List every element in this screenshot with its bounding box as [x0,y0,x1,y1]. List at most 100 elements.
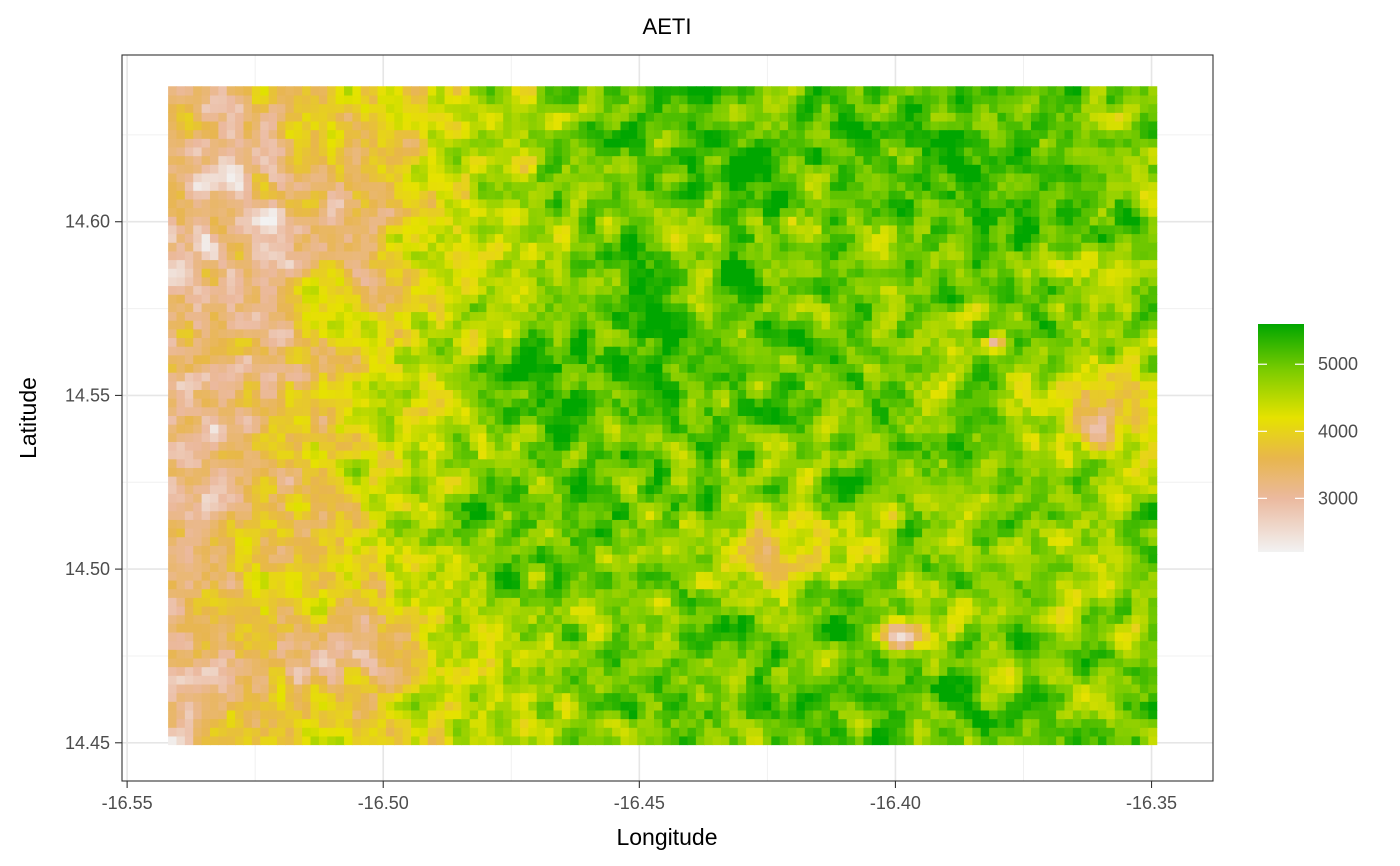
raster-cell [913,657,923,668]
raster-cell [494,562,504,572]
raster-cell [687,605,697,616]
raster-cell [310,424,320,434]
raster-cell [1064,527,1074,538]
raster-cell [838,597,848,607]
raster-cell [461,432,471,442]
raster-cell [1005,562,1015,572]
raster-cell [168,727,178,737]
raster-cell [260,527,270,538]
raster-cell [494,545,504,555]
raster-cell [545,476,555,486]
raster-cell [385,484,395,494]
raster-cell [1139,476,1149,486]
raster-cell [687,398,697,408]
raster-cell [1114,380,1124,391]
raster-cell [494,458,504,468]
raster-cell [913,605,923,616]
raster-cell [486,467,496,477]
raster-cell [486,536,496,546]
raster-cell [486,579,496,590]
raster-cell [855,389,865,399]
raster-cell [335,432,345,442]
raster-cell [1014,597,1024,607]
raster-cell [1123,476,1133,486]
raster-cell [1047,692,1057,702]
raster-cell [235,415,245,425]
raster-cell [184,389,194,399]
raster-cell [461,545,471,555]
raster-cell [846,450,856,460]
raster-cell [360,536,370,546]
raster-cell [729,484,739,494]
raster-cell [260,389,270,399]
raster-cell [360,432,370,442]
raster-cell [1089,666,1099,676]
raster-cell [620,597,630,607]
raster-cell [654,614,663,624]
raster-cell [846,579,856,590]
raster-cell [1056,623,1066,633]
raster-cell [1098,432,1107,442]
raster-cell [620,623,630,633]
raster-cell [654,640,663,650]
raster-cell [603,675,613,685]
raster-cell [989,709,999,720]
raster-cell [318,727,328,737]
raster-cell [226,571,236,581]
raster-cell [293,605,303,616]
raster-cell [519,727,529,737]
raster-cell [419,718,429,728]
raster-cell [1005,683,1015,694]
raster-cell [586,424,596,434]
raster-cell [637,527,647,538]
raster-cell [930,735,940,746]
raster-cell [528,605,538,616]
raster-cell [285,588,295,598]
raster-cell [1081,398,1091,408]
raster-cell [411,666,421,676]
raster-cell [469,450,479,460]
raster-cell [1047,631,1057,642]
raster-cell [394,735,404,746]
raster-cell [896,718,906,728]
raster-cell [486,657,496,668]
raster-cell [1005,527,1015,538]
raster-cell [519,406,529,416]
raster-cell [561,675,571,685]
raster-cell [461,553,471,564]
raster-cell [293,510,303,520]
raster-cell [478,476,488,486]
raster-cell [327,675,337,685]
raster-cell [1139,527,1149,538]
raster-cell [360,519,370,529]
raster-cell [1005,675,1015,685]
raster-cell [670,398,680,408]
raster-cell [243,527,253,538]
raster-cell [243,571,253,581]
raster-cell [637,467,647,477]
raster-cell [243,675,253,685]
raster-cell [1098,588,1107,598]
raster-cell [344,458,354,468]
raster-cell [444,389,454,399]
raster-cell [193,432,203,442]
raster-cell [662,614,672,624]
raster-cell [318,692,328,702]
raster-cell [268,519,278,529]
raster-cell [813,623,823,633]
raster-cell [1131,614,1141,624]
raster-cell [452,718,462,728]
raster-cell [385,380,395,391]
raster-cell [528,640,538,650]
raster-cell [1014,649,1024,659]
raster-cell [938,510,948,520]
raster-cell [838,450,848,460]
raster-cell [176,398,186,408]
raster-cell [586,666,596,676]
raster-cell [712,553,722,564]
raster-cell [285,432,295,442]
raster-cell [905,484,915,494]
raster-cell [235,605,245,616]
raster-cell [486,510,496,520]
raster-cell [1030,579,1040,590]
